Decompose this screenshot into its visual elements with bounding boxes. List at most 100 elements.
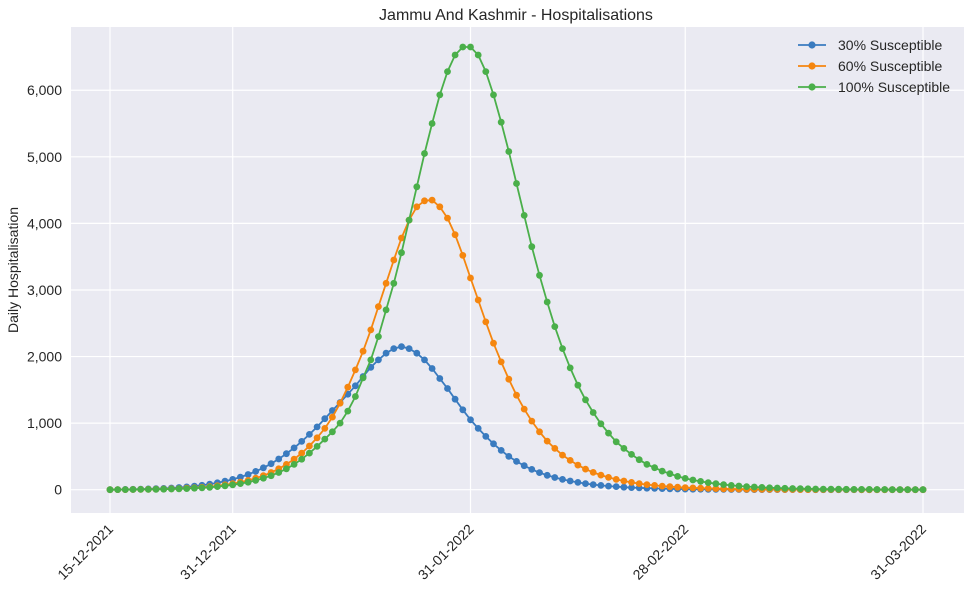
- data-point: [405, 216, 413, 224]
- data-point: [589, 469, 597, 476]
- legend-label: 30% Susceptible: [838, 37, 943, 53]
- y-axis: 0 1,000 2,000 3,000 4,000 5,000 6,000: [27, 82, 62, 497]
- data-point: [582, 396, 589, 404]
- data-point: [566, 457, 574, 464]
- data-point: [290, 461, 298, 468]
- data-point: [160, 485, 168, 493]
- data-point: [244, 471, 252, 478]
- data-point: [681, 475, 689, 482]
- data-point: [620, 477, 628, 485]
- data-point: [352, 366, 359, 374]
- data-point: [643, 481, 651, 488]
- y-tick-label: 6,000: [27, 82, 62, 98]
- data-point: [819, 485, 827, 493]
- x-axis: 15-12-2021 31-12-2021 31-01-2022 28-02-2022…: [54, 521, 929, 583]
- data-point: [482, 433, 490, 440]
- data-point: [651, 464, 658, 472]
- y-axis-title: Daily Hospitalisation: [5, 207, 21, 333]
- data-point: [168, 485, 175, 493]
- data-point: [144, 486, 152, 493]
- data-point: [612, 438, 620, 446]
- data-point: [513, 458, 520, 465]
- data-point: [459, 252, 467, 259]
- data-point: [313, 443, 321, 450]
- data-point: [329, 428, 336, 436]
- data-point: [490, 91, 497, 99]
- legend-marker: [808, 62, 816, 70]
- data-point: [528, 466, 536, 473]
- series-3: [106, 43, 927, 494]
- data-point: [359, 374, 367, 382]
- data-point: [566, 364, 574, 372]
- data-point: [306, 442, 313, 450]
- data-point: [842, 485, 850, 493]
- data-point: [520, 405, 528, 413]
- x-tick-label: 31-03-2022: [867, 521, 929, 583]
- data-point: [367, 356, 375, 364]
- data-point: [697, 484, 704, 492]
- data-point: [689, 484, 697, 492]
- legend-marker: [808, 83, 816, 91]
- data-point: [436, 375, 444, 382]
- data-point: [605, 482, 612, 490]
- data-point: [482, 68, 490, 75]
- data-point: [643, 461, 651, 468]
- data-point: [505, 375, 513, 383]
- data-point: [275, 455, 283, 463]
- data-point: [298, 455, 306, 463]
- data-point: [359, 347, 367, 355]
- data-point: [444, 214, 451, 222]
- legend-item: 100% Susceptible: [798, 79, 950, 95]
- data-point: [352, 393, 359, 400]
- data-point: [175, 485, 183, 493]
- data-point: [858, 486, 865, 493]
- data-point: [666, 470, 674, 478]
- data-point: [559, 345, 566, 352]
- data-point: [375, 303, 382, 310]
- data-point: [237, 480, 244, 487]
- data-point: [421, 150, 428, 157]
- data-point: [865, 486, 873, 493]
- data-point: [528, 417, 536, 425]
- series-layer: [106, 43, 927, 494]
- data-point: [252, 477, 260, 484]
- data-point: [781, 484, 789, 492]
- data-point: [658, 482, 666, 490]
- data-point: [421, 356, 428, 364]
- data-point: [390, 256, 398, 264]
- data-point: [490, 339, 497, 347]
- data-point: [551, 474, 559, 481]
- data-point: [704, 479, 712, 486]
- data-point: [382, 349, 390, 357]
- data-point: [881, 486, 889, 493]
- data-point: [620, 445, 628, 452]
- data-point: [336, 419, 344, 427]
- data-point: [106, 486, 114, 494]
- data-point: [689, 476, 697, 484]
- data-point: [712, 485, 720, 492]
- data-point: [398, 343, 405, 350]
- data-point: [252, 468, 260, 475]
- data-point: [152, 485, 160, 493]
- data-point: [459, 43, 467, 51]
- data-point: [835, 485, 842, 493]
- data-point: [536, 469, 543, 476]
- data-point: [911, 486, 919, 493]
- data-point: [382, 306, 390, 314]
- data-point: [612, 483, 620, 490]
- data-point: [306, 449, 313, 457]
- data-point: [543, 471, 551, 479]
- data-point: [520, 212, 528, 219]
- data-point: [313, 434, 321, 442]
- data-point: [221, 482, 229, 490]
- data-point: [428, 365, 436, 372]
- data-point: [367, 326, 375, 334]
- data-point: [306, 431, 313, 438]
- grid-lines: [71, 27, 964, 513]
- data-point: [789, 485, 796, 492]
- data-point: [474, 425, 482, 432]
- x-tick-label: 31-01-2022: [415, 521, 477, 583]
- data-point: [635, 480, 643, 487]
- legend: 30% Susceptible 60% Susceptible 100% Susce…: [798, 37, 950, 95]
